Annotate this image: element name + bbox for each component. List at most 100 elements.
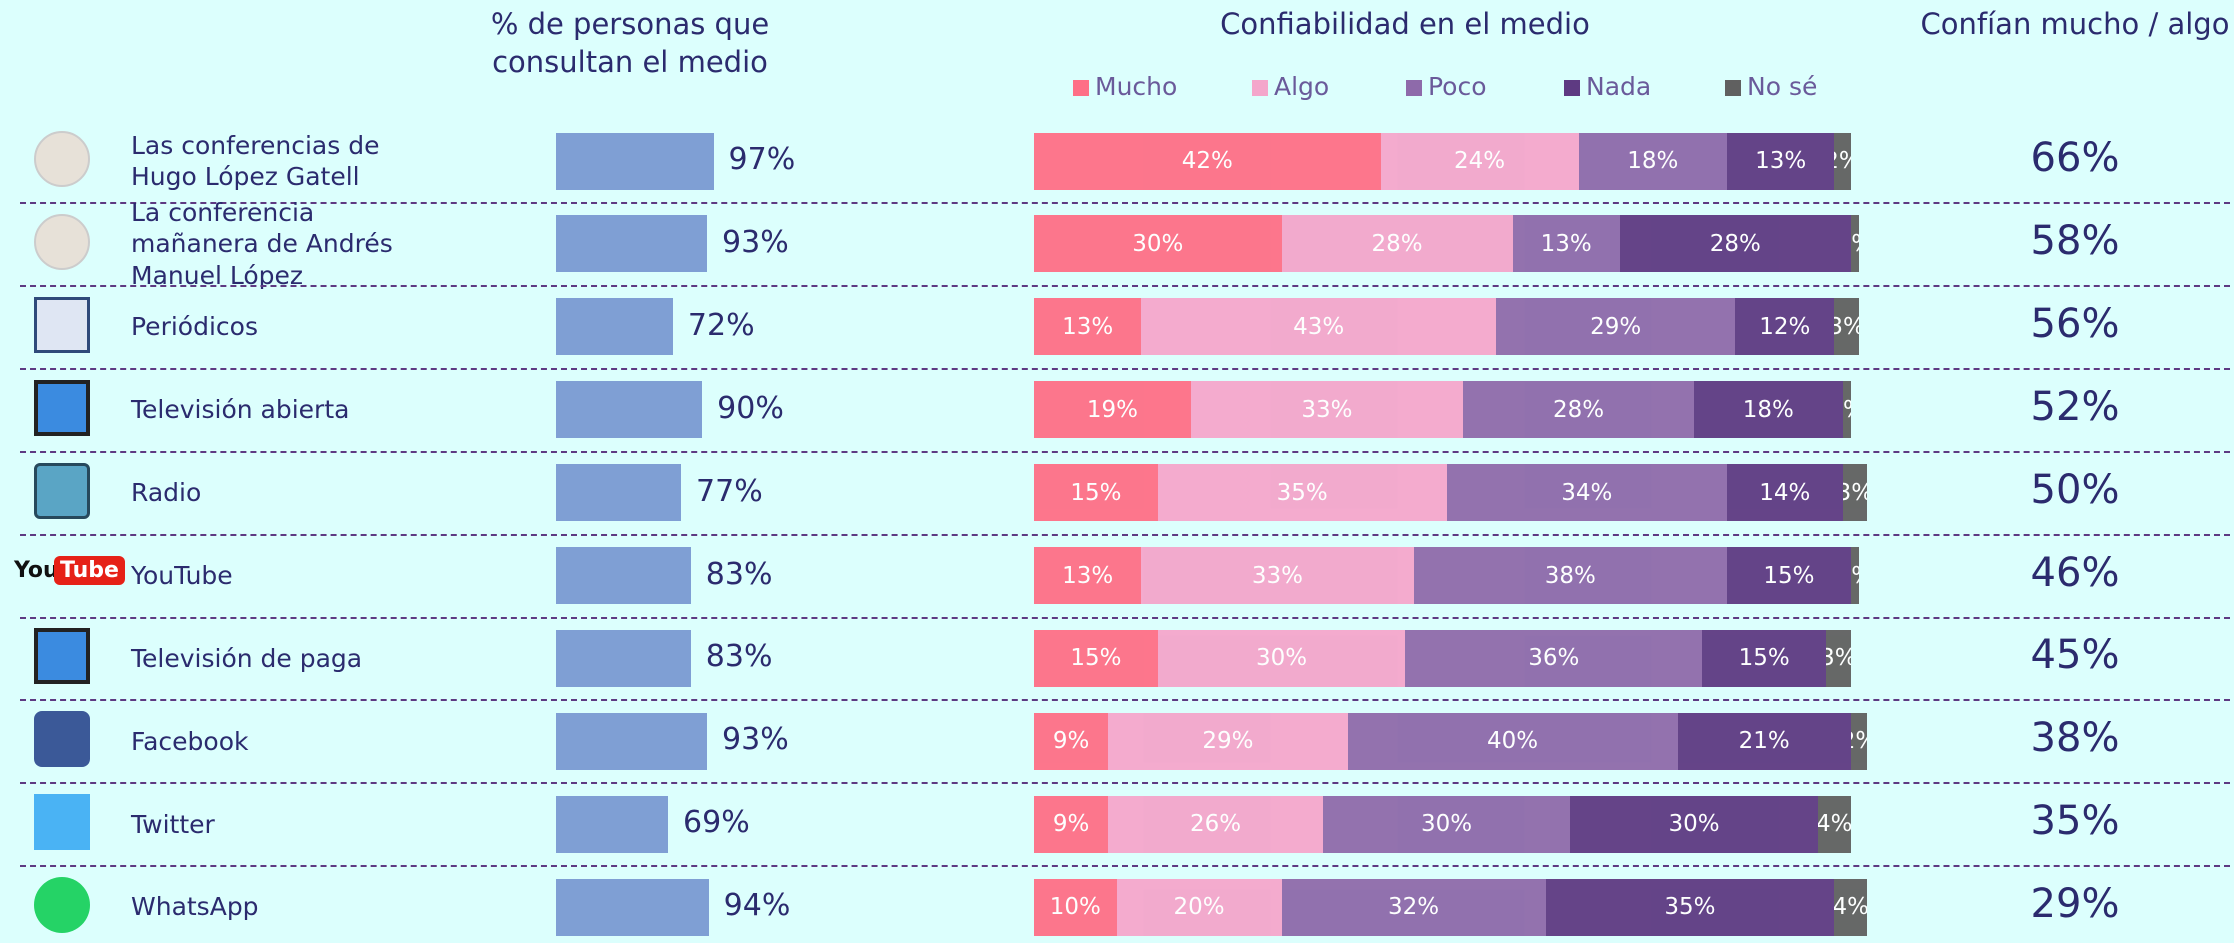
- icon: [34, 296, 90, 353]
- icon: [34, 213, 90, 270]
- icon: [34, 794, 90, 851]
- trust-segment: 33%: [1190, 381, 1463, 439]
- legend-label: Nada: [1586, 72, 1652, 101]
- trust-segment: 9%: [1034, 712, 1109, 770]
- trust-segment: 28%: [1619, 215, 1851, 273]
- legend-label: Mucho: [1095, 72, 1178, 101]
- consult-bar: [556, 878, 709, 936]
- trust-total: 50%: [2030, 466, 2120, 513]
- trust-segment: 42%: [1034, 132, 1381, 190]
- legend-label: Algo: [1274, 72, 1330, 101]
- separator: [20, 699, 2230, 702]
- trust-segment: 28%: [1281, 215, 1513, 273]
- trust-segment: 20%: [1116, 878, 1282, 936]
- trust-segment: 4%: [1834, 878, 1868, 936]
- trust-segment: 29%: [1108, 712, 1348, 770]
- trust-total: 66%: [2030, 135, 2120, 181]
- separator: [20, 284, 2230, 287]
- legend-label: No sé: [1747, 72, 1818, 101]
- trust-segment: 35%: [1157, 464, 1447, 522]
- trust-segment: 12%: [1735, 298, 1835, 356]
- trust-total: 56%: [2030, 300, 2120, 347]
- consult-label: 69%: [683, 805, 750, 841]
- trust-segment: 2%: [1834, 132, 1851, 190]
- trust-segment: 13%: [1727, 132, 1835, 190]
- icon: [34, 379, 90, 436]
- trust-segment: 13%: [1034, 547, 1142, 604]
- row-label: Televisión de paga: [131, 643, 363, 673]
- trust-segment: 26%: [1108, 795, 1323, 853]
- row-label: Televisión abierta: [131, 395, 350, 425]
- trust-total: 46%: [2030, 549, 2120, 596]
- trust-segment: 30%: [1034, 215, 1282, 273]
- trust-total: 29%: [2030, 881, 2120, 928]
- trust-total: 58%: [2030, 217, 2120, 264]
- separator: [20, 865, 2230, 868]
- trust-segment: 30%: [1570, 795, 1818, 853]
- row-label: Facebook: [131, 726, 249, 756]
- consult-label: 97%: [728, 142, 796, 177]
- trust-segment: 2%: [1850, 712, 1868, 770]
- trust-segment: 13%: [1034, 298, 1142, 356]
- trust-segment: 36%: [1405, 629, 1703, 687]
- trust-segment: 1%: [1850, 215, 1859, 273]
- trust-segment: 40%: [1347, 712, 1678, 770]
- trust-segment: 9%: [1034, 795, 1109, 853]
- trust-segment: 18%: [1578, 132, 1727, 190]
- consult-label: 94%: [723, 888, 791, 924]
- right-title: Confían mucho / algo: [1920, 7, 2230, 41]
- legend-swatch: [1406, 80, 1422, 96]
- trust-segment: 14%: [1727, 464, 1843, 522]
- trust-segment: 15%: [1034, 629, 1158, 687]
- row-label: WhatsApp: [131, 892, 259, 922]
- separator: [20, 450, 2230, 453]
- consult-bar: [556, 381, 703, 439]
- separator: [20, 616, 2230, 619]
- legend-swatch: [1252, 80, 1268, 96]
- consult-label: 72%: [687, 307, 755, 343]
- trust-segment: 21%: [1677, 712, 1851, 770]
- consult-label: 77%: [696, 473, 763, 509]
- icon: [34, 877, 90, 934]
- trust-total: 35%: [2030, 798, 2120, 845]
- consult-label: 93%: [722, 224, 789, 260]
- legend-swatch: [1564, 80, 1580, 96]
- icon: [34, 131, 90, 187]
- trust-segment: 30%: [1322, 795, 1571, 853]
- legend-label: Poco: [1428, 72, 1487, 101]
- consult-bar: [556, 547, 691, 604]
- trust-segment: 1%: [1850, 547, 1859, 604]
- trust-title: Confiabilidad en el medio: [1220, 7, 1590, 41]
- trust-segment: 15%: [1727, 547, 1851, 604]
- consult-label: 83%: [705, 639, 773, 675]
- trust-segment: 13%: [1512, 215, 1620, 273]
- trust-segment: 35%: [1545, 878, 1835, 936]
- trust-segment: 30%: [1157, 629, 1406, 687]
- trust-segment: 33%: [1141, 547, 1414, 604]
- consult-label: 93%: [722, 722, 789, 758]
- consult-label: 90%: [717, 390, 784, 426]
- row-label: Radio: [131, 477, 202, 507]
- trust-segment: 1%: [1842, 381, 1851, 439]
- trust-segment: 32%: [1281, 878, 1546, 936]
- trust-segment: 3%: [1842, 464, 1868, 522]
- icon: [34, 711, 90, 768]
- separator: [20, 533, 2230, 536]
- trust-segment: 43%: [1141, 298, 1496, 356]
- consult-bar: [556, 298, 673, 356]
- trust-segment: 4%: [1817, 795, 1851, 853]
- legend-swatch: [1725, 80, 1741, 96]
- row-label: Las conferencias de Hugo López Gatell: [131, 130, 380, 191]
- consult-bar: [556, 795, 669, 853]
- trust-segment: 15%: [1702, 629, 1826, 687]
- legend-swatch: [1073, 80, 1089, 96]
- trust-segment: 29%: [1496, 298, 1736, 356]
- trust-segment: 3%: [1826, 629, 1851, 687]
- consult-bar: [556, 215, 708, 273]
- trust-segment: 19%: [1034, 381, 1191, 439]
- separator: [20, 782, 2230, 785]
- consult-title: % de personas que consultan el medio: [490, 7, 770, 79]
- row-label: YouTube: [131, 560, 233, 590]
- consult-bar: [556, 132, 714, 190]
